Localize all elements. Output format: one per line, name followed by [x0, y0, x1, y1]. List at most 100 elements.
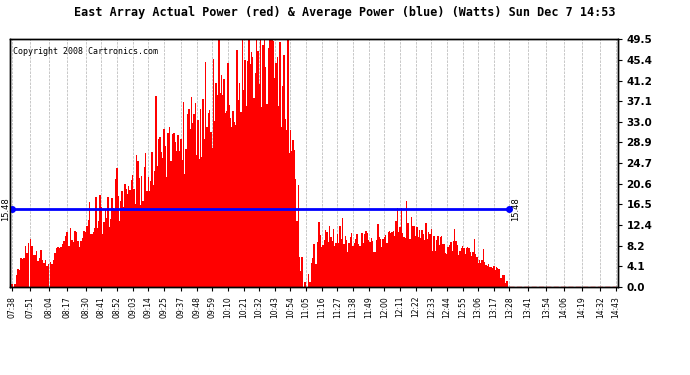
Bar [287, 39, 288, 287]
Bar [68, 246, 70, 287]
Bar [495, 270, 496, 287]
Bar [462, 246, 463, 287]
Bar [186, 149, 187, 287]
Bar [391, 232, 393, 287]
Bar [126, 189, 127, 287]
Bar [82, 238, 83, 287]
Bar [261, 107, 262, 287]
Bar [422, 230, 423, 287]
Bar [310, 263, 312, 287]
Bar [433, 237, 435, 287]
Bar [342, 218, 344, 287]
Bar [350, 237, 351, 287]
Bar [52, 260, 54, 287]
Bar [95, 197, 97, 287]
Bar [309, 282, 310, 287]
Bar [141, 176, 143, 287]
Bar [403, 237, 404, 287]
Bar [504, 275, 505, 287]
Bar [63, 241, 65, 287]
Bar [120, 201, 121, 287]
Bar [85, 232, 86, 287]
Bar [382, 239, 384, 287]
Bar [318, 222, 320, 287]
Bar [415, 236, 416, 287]
Bar [117, 196, 119, 287]
Bar [372, 241, 373, 287]
Bar [356, 234, 357, 287]
Text: East Array Actual Power (red) & Average Power (blue) (Watts) Sun Dec 7 14:53: East Array Actual Power (red) & Average … [75, 6, 615, 19]
Bar [410, 238, 411, 287]
Bar [193, 114, 195, 287]
Bar [149, 190, 150, 287]
Bar [262, 45, 264, 287]
Bar [467, 247, 469, 287]
Bar [234, 122, 235, 287]
Bar [411, 217, 413, 287]
Text: Copyright 2008 Cartronics.com: Copyright 2008 Cartronics.com [13, 47, 159, 56]
Bar [196, 154, 197, 287]
Bar [252, 57, 253, 287]
Bar [249, 64, 250, 287]
Bar [14, 284, 16, 287]
Bar [180, 139, 181, 287]
Bar [119, 221, 120, 287]
Bar [417, 237, 419, 287]
Bar [297, 185, 299, 287]
Bar [482, 261, 483, 287]
Bar [43, 262, 45, 287]
Bar [19, 270, 20, 287]
Bar [398, 232, 400, 287]
Bar [190, 97, 192, 287]
Bar [321, 246, 322, 287]
Bar [115, 179, 117, 287]
Bar [117, 168, 118, 287]
Bar [175, 142, 176, 287]
Bar [130, 180, 132, 287]
Bar [228, 105, 230, 287]
Bar [159, 137, 161, 287]
Bar [214, 121, 215, 287]
Bar [359, 246, 360, 287]
Bar [299, 257, 300, 287]
Bar [71, 240, 72, 287]
Bar [101, 207, 102, 287]
Bar [402, 233, 404, 287]
Bar [50, 262, 51, 287]
Bar [206, 127, 208, 287]
Bar [506, 281, 508, 287]
Bar [425, 224, 427, 287]
Bar [265, 68, 266, 287]
Bar [114, 210, 115, 287]
Bar [34, 255, 36, 287]
Bar [60, 247, 62, 287]
Bar [472, 252, 474, 287]
Bar [199, 159, 200, 287]
Bar [142, 201, 144, 287]
Bar [497, 268, 498, 287]
Bar [368, 240, 369, 287]
Bar [326, 232, 328, 287]
Bar [255, 73, 256, 287]
Bar [283, 55, 285, 287]
Bar [215, 84, 217, 287]
Bar [457, 245, 458, 287]
Bar [501, 278, 502, 287]
Bar [466, 248, 467, 287]
Bar [446, 254, 448, 287]
Bar [344, 236, 346, 287]
Bar [312, 258, 313, 287]
Bar [453, 241, 454, 287]
Bar [239, 83, 240, 287]
Bar [136, 154, 137, 287]
Bar [444, 244, 445, 287]
Bar [317, 242, 319, 287]
Bar [363, 243, 364, 287]
Bar [25, 246, 26, 287]
Bar [492, 268, 493, 287]
Bar [304, 282, 306, 287]
Bar [436, 240, 437, 287]
Bar [231, 127, 233, 287]
Bar [235, 125, 237, 287]
Bar [56, 248, 57, 287]
